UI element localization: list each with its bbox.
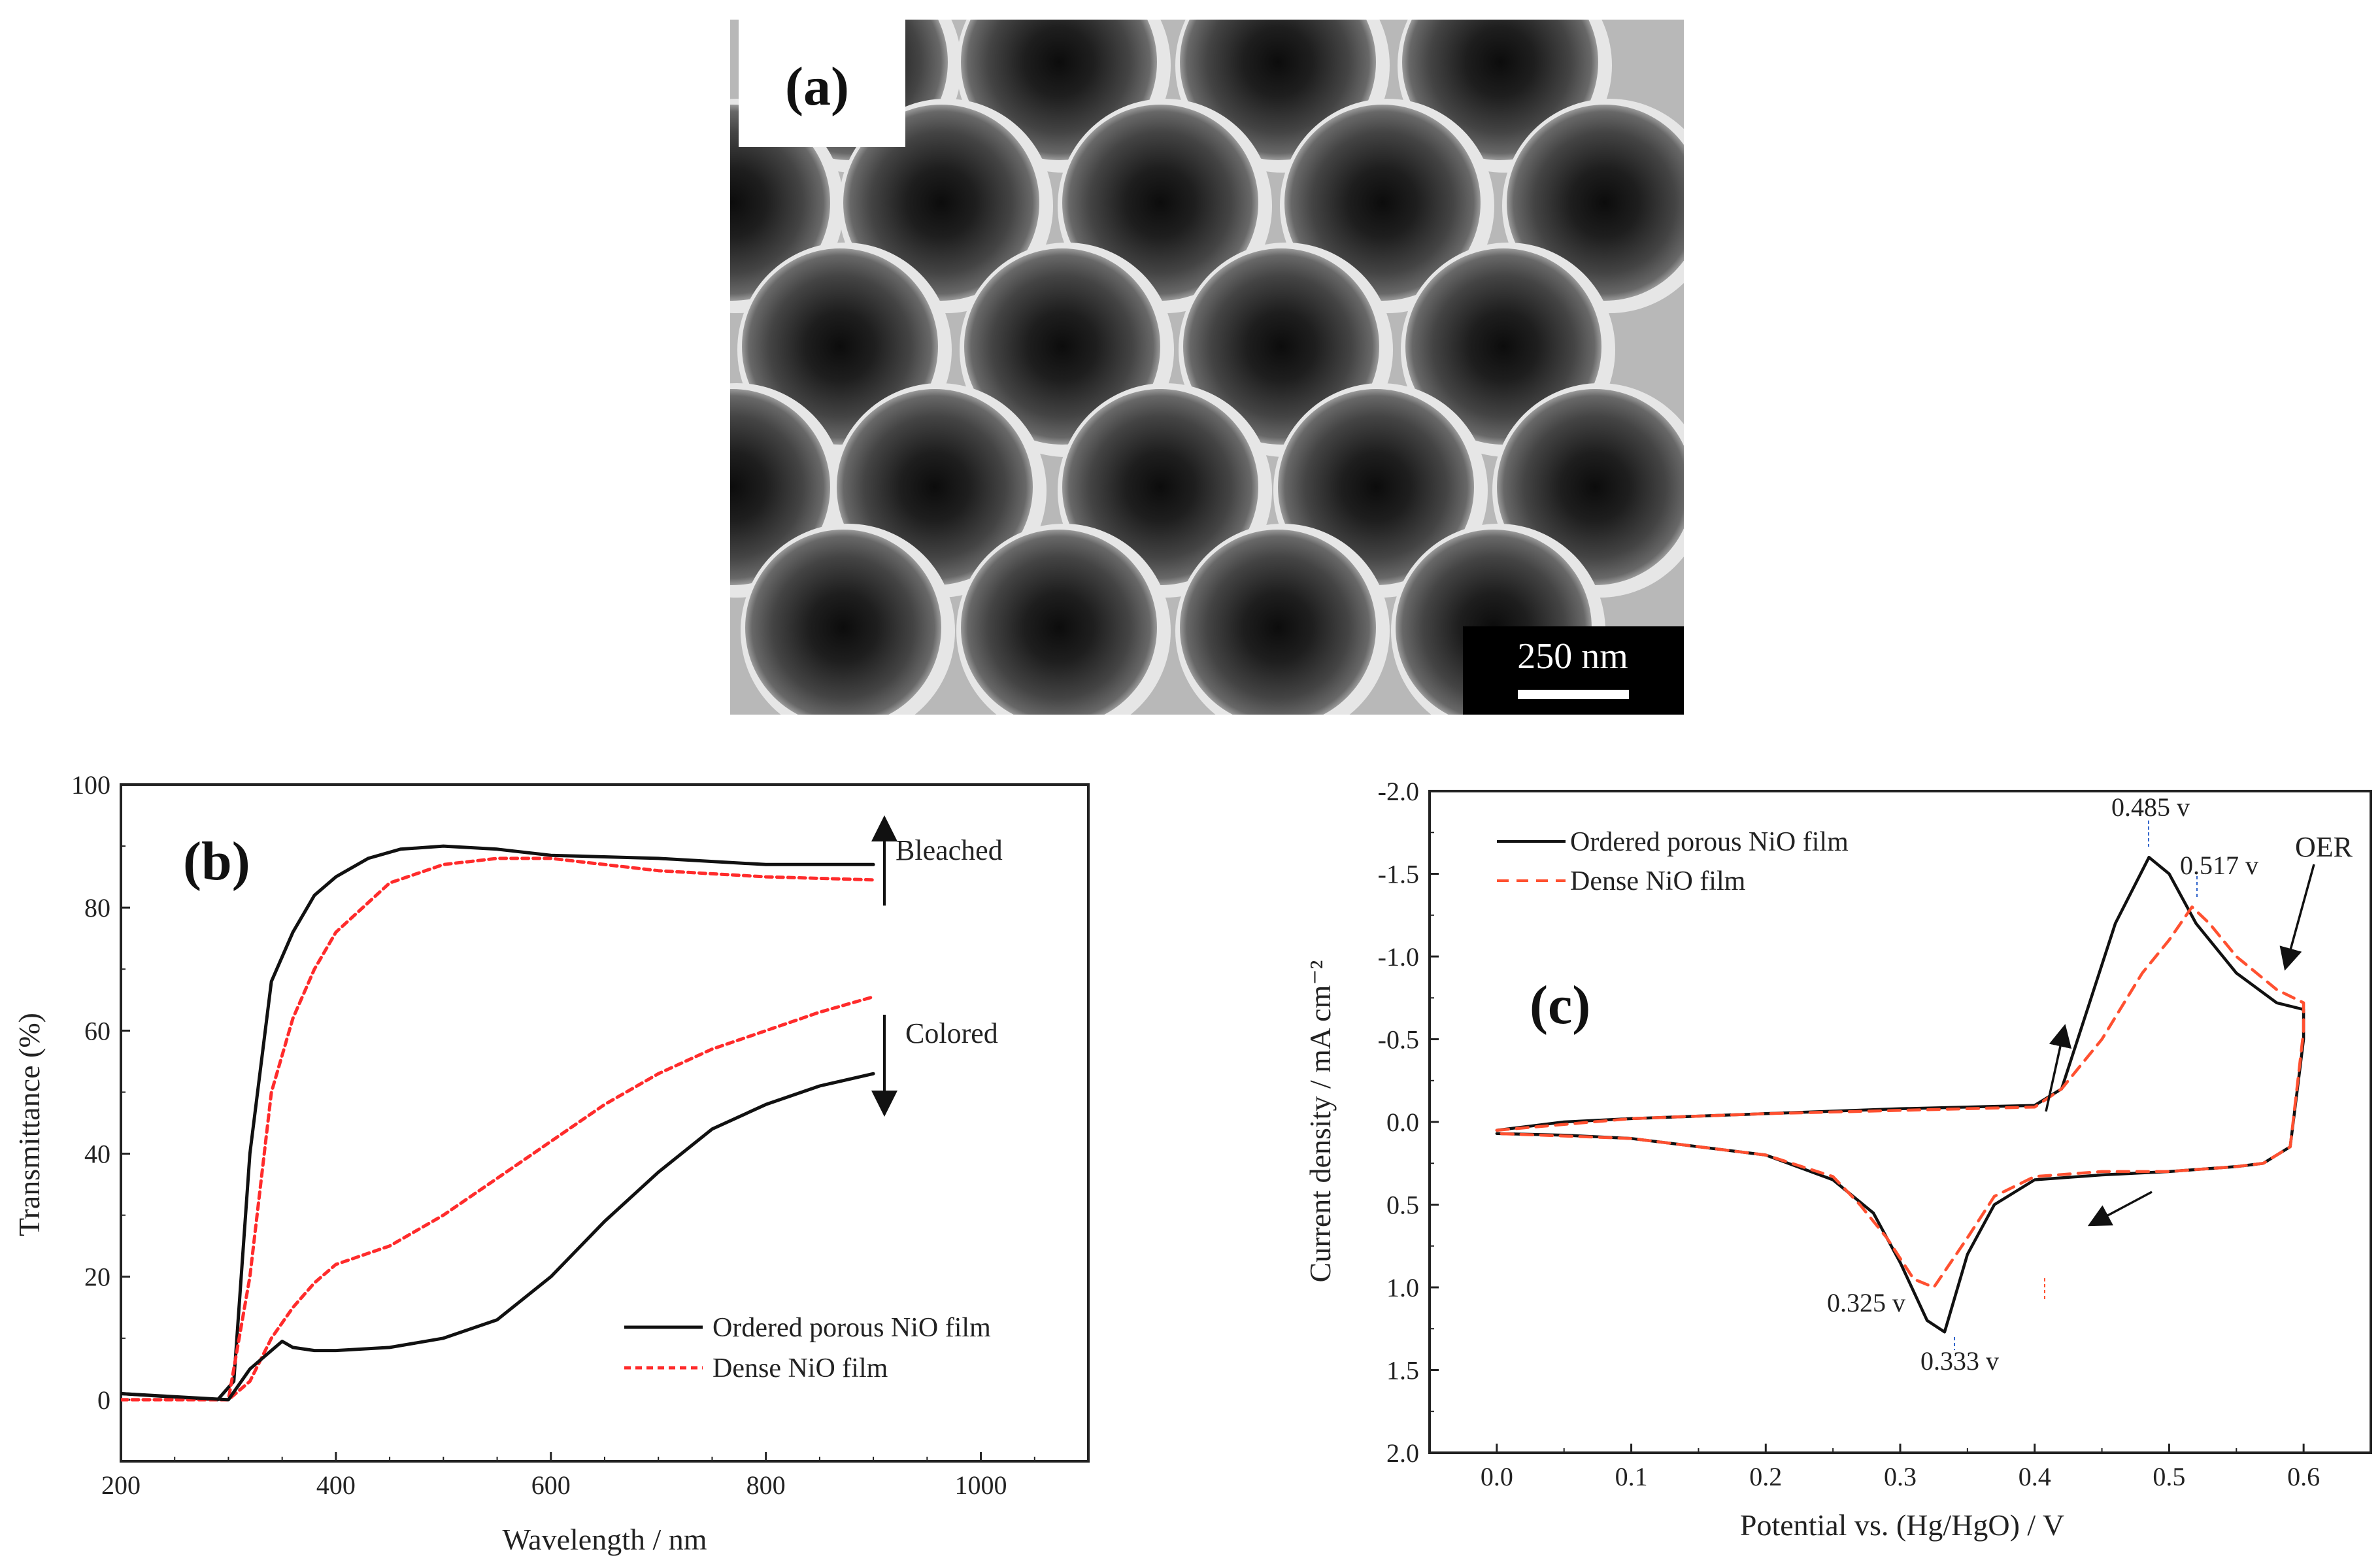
y-tick-label: 0 bbox=[97, 1385, 110, 1415]
y-tick-label: 1.5 bbox=[1386, 1356, 1419, 1385]
y-tick-label: 0.0 bbox=[1386, 1108, 1419, 1137]
x-tick-label: 0.6 bbox=[2287, 1462, 2320, 1491]
panel-b-label: (b) bbox=[183, 831, 250, 892]
colored-annotation: Colored bbox=[905, 1017, 998, 1049]
y-tick-label: -2.0 bbox=[1378, 777, 1419, 806]
plot-c-axes: 0.0 0.1 0.2 0.3 0.4 0.5 0.6 -2.0 -1.5 -1.0 -0.5 0.0… bbox=[1378, 777, 2372, 1491]
x-tick-label: 0.2 bbox=[1749, 1462, 1782, 1491]
panel-a-label-box bbox=[739, 20, 905, 147]
x-tick-label: 0.3 bbox=[1884, 1462, 1917, 1491]
series-line bbox=[1495, 855, 2305, 1334]
y-tick-label: 80 bbox=[84, 893, 110, 923]
panel-c: 0.0 0.1 0.2 0.3 0.4 0.5 0.6 -2.0 -1.5 -1.0 -0.5 0.0… bbox=[1303, 777, 2372, 1542]
series-line bbox=[121, 844, 875, 1402]
peak-dense-red-label: 0.325 v bbox=[1827, 1288, 1905, 1317]
pore bbox=[1284, 105, 1481, 301]
y-tick-label: 0.5 bbox=[1386, 1191, 1419, 1220]
pore bbox=[843, 105, 1039, 301]
panel-a-label: (a) bbox=[785, 56, 849, 117]
y-tick-label: 2.0 bbox=[1386, 1438, 1419, 1468]
x-tick-label: 0.4 bbox=[2019, 1462, 2051, 1491]
series-line bbox=[121, 1072, 875, 1402]
plot-c-xlabel: Potential vs. (Hg/HgO) / V bbox=[1740, 1508, 2064, 1542]
bleached-annotation: Bleached bbox=[896, 834, 1003, 866]
scale-bar bbox=[1518, 690, 1629, 699]
x-tick-label: 0.5 bbox=[2153, 1462, 2185, 1491]
x-tick-label: 0.1 bbox=[1615, 1462, 1648, 1491]
panel-a: (a) 250 nm bbox=[730, 20, 1684, 715]
scan-arrow-reverse bbox=[2087, 1191, 2153, 1227]
series-line bbox=[1495, 905, 2305, 1289]
panel-b: 200 400 600 800 1000 0 20 40 60 80 100 (b) Wavelen… bbox=[12, 770, 1090, 1556]
pore bbox=[1062, 105, 1258, 301]
plot-c-legend: Ordered porous NiO film Dense NiO film bbox=[1497, 827, 1849, 896]
scale-bar-box bbox=[1463, 626, 1684, 715]
plot-b-xlabel: Wavelength / nm bbox=[502, 1523, 707, 1556]
legend-c-label-dense: Dense NiO film bbox=[1570, 866, 1746, 896]
peak-ordered-ox-label: 0.485 v bbox=[2111, 792, 2190, 822]
x-tick-label: 1000 bbox=[955, 1470, 1007, 1500]
y-tick-label: -0.5 bbox=[1378, 1025, 1419, 1055]
y-tick-label: -1.0 bbox=[1378, 942, 1419, 972]
pore bbox=[745, 530, 941, 715]
x-tick-label: 600 bbox=[531, 1470, 571, 1500]
x-tick-label: 400 bbox=[316, 1470, 356, 1500]
scan-arrow-forward bbox=[2045, 1024, 2072, 1112]
y-tick-label: 1.0 bbox=[1386, 1273, 1419, 1302]
plot-b-legend: Ordered porous NiO film Dense NiO film bbox=[624, 1313, 991, 1383]
peak-dense-ox-label: 0.517 v bbox=[2180, 851, 2258, 880]
scale-bar-label: 250 nm bbox=[1517, 636, 1628, 677]
pore bbox=[961, 530, 1157, 715]
pore bbox=[964, 248, 1160, 445]
oer-label: OER bbox=[2295, 831, 2353, 863]
plot-b-series bbox=[121, 844, 875, 1402]
oer-arrow bbox=[2279, 864, 2315, 971]
plot-b-axes: 200 400 600 800 1000 0 20 40 60 80 100 bbox=[71, 770, 1089, 1500]
y-tick-label: 100 bbox=[71, 770, 110, 800]
plot-b-frame bbox=[120, 783, 1090, 1463]
plot-c-ylabel: Current density / mA cm⁻² bbox=[1303, 960, 1337, 1283]
plot-c-series bbox=[1495, 855, 2305, 1334]
peak-ordered-red-label: 0.333 v bbox=[1920, 1346, 1999, 1376]
series-line bbox=[121, 995, 875, 1402]
legend-b-label-dense: Dense NiO film bbox=[712, 1353, 888, 1383]
panel-c-label: (c) bbox=[1530, 975, 1590, 1036]
plot-b-ylabel: Transmittance (%) bbox=[12, 1013, 46, 1236]
pore bbox=[742, 248, 938, 445]
pore bbox=[1180, 530, 1376, 715]
x-tick-label: 0.0 bbox=[1481, 1462, 1513, 1491]
series-line bbox=[121, 856, 875, 1402]
y-tick-label: 40 bbox=[84, 1140, 110, 1169]
y-tick-label: 60 bbox=[84, 1016, 110, 1045]
legend-b-label-ordered: Ordered porous NiO film bbox=[712, 1313, 991, 1343]
x-tick-label: 200 bbox=[101, 1470, 141, 1500]
x-tick-label: 800 bbox=[746, 1470, 786, 1500]
legend-c-label-ordered: Ordered porous NiO film bbox=[1570, 827, 1849, 857]
y-tick-label: -1.5 bbox=[1378, 860, 1419, 889]
y-tick-label: 20 bbox=[84, 1263, 110, 1292]
pore bbox=[1183, 248, 1379, 445]
